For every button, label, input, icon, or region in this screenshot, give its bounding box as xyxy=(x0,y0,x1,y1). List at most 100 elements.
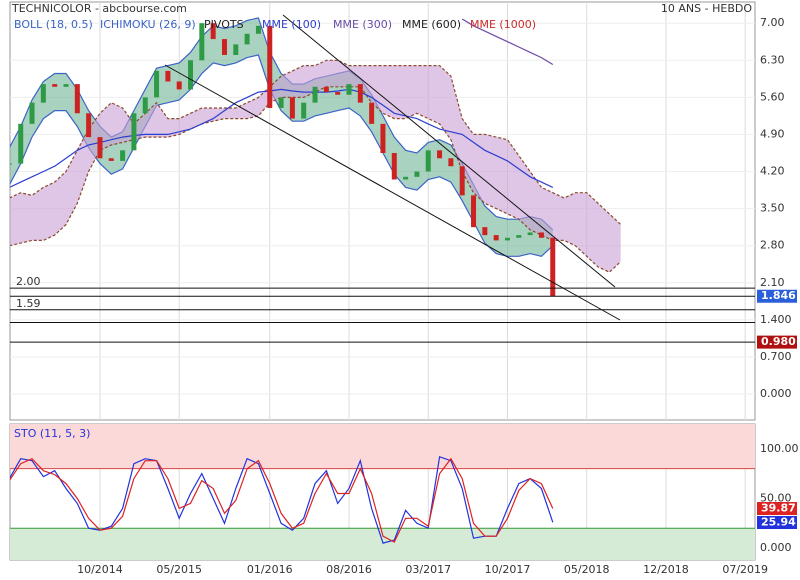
value-badge-label: 39.87 xyxy=(761,502,796,515)
candle xyxy=(10,163,12,165)
candle xyxy=(210,23,216,40)
y-tick-label: 0.000 xyxy=(760,541,792,554)
candle xyxy=(278,97,284,108)
candle xyxy=(380,123,386,153)
band-edge xyxy=(10,54,554,257)
candle xyxy=(425,150,431,172)
y-tick-label: 4.20 xyxy=(760,165,785,178)
candle xyxy=(312,86,318,103)
candle xyxy=(538,232,544,238)
x-tick-label: 10/2017 xyxy=(485,563,531,576)
band-edge xyxy=(10,86,622,273)
y-tick-label: 1.400 xyxy=(760,313,792,326)
candle xyxy=(244,33,250,45)
legend-entry: MME (300) xyxy=(333,18,392,31)
candle xyxy=(86,113,92,138)
y-tick-label: 50.00 xyxy=(760,491,792,504)
overlay: 10/2014 05/2015 01/2016 08/2016 03/2017 10/20… xyxy=(10,16,799,576)
y-tick-label: 0.700 xyxy=(760,350,792,363)
oscillator-plot xyxy=(10,424,755,560)
candle xyxy=(199,23,205,61)
candle xyxy=(97,137,103,159)
y-tick-label: 7.00 xyxy=(760,16,785,29)
legend-entry: MME (1000) xyxy=(470,18,536,31)
candle xyxy=(131,113,137,151)
x-tick-label: 05/2018 xyxy=(564,563,610,576)
candle xyxy=(437,150,443,159)
candle xyxy=(120,150,126,161)
chart-subtitle: 10 ANS - HEBDO xyxy=(661,2,752,15)
y-tick-label: 3.50 xyxy=(760,202,785,215)
candle xyxy=(142,97,148,114)
x-tick-label: 07/2019 xyxy=(722,563,768,576)
level-badge xyxy=(757,335,797,349)
candle xyxy=(188,60,194,90)
x-tick-label: 01/2016 xyxy=(247,563,293,576)
level-badge-label: 0.980 xyxy=(761,335,796,348)
candle xyxy=(414,171,420,177)
candle xyxy=(176,81,182,90)
candle xyxy=(255,25,261,34)
trend-lines xyxy=(164,14,621,321)
candle xyxy=(154,70,160,98)
y-tick-label: 100.00 xyxy=(760,442,799,455)
x-tick-label: 03/2017 xyxy=(405,563,451,576)
chart-title: TECHNICOLOR - abcbourse.com xyxy=(11,2,187,15)
candle xyxy=(165,70,171,82)
trend-line xyxy=(164,64,621,321)
y-tick-label: 5.60 xyxy=(760,90,785,103)
level-label: 1.59 xyxy=(16,297,41,310)
x-tick-label: 10/2014 xyxy=(77,563,123,576)
candle xyxy=(471,195,477,228)
candle xyxy=(482,227,488,236)
candle xyxy=(391,152,397,180)
legend-entry: ICHIMOKU (26, 9) xyxy=(100,18,196,31)
oscillator-title: STO (11, 5, 3) xyxy=(14,427,90,440)
candle xyxy=(301,102,307,119)
candle xyxy=(403,176,409,180)
band-fill xyxy=(10,60,621,273)
value-badge xyxy=(757,516,797,530)
candle xyxy=(323,86,329,93)
y-tick-label: 4.90 xyxy=(760,127,785,140)
candle xyxy=(289,97,295,119)
y-tick-label: 6.30 xyxy=(760,53,785,66)
legend-entry: MME (600) xyxy=(402,18,461,31)
level-label: 2.00 xyxy=(16,275,41,288)
candle xyxy=(108,158,114,161)
x-tick-label: 05/2015 xyxy=(156,563,202,576)
candle xyxy=(335,92,341,95)
level-badge xyxy=(757,289,797,303)
value-badge-label: 25.94 xyxy=(761,516,796,529)
trend-line xyxy=(282,14,616,288)
x-tick-label: 12/2018 xyxy=(643,563,689,576)
value-badge xyxy=(757,502,797,516)
candle xyxy=(52,84,58,87)
candle xyxy=(346,84,352,95)
candle xyxy=(221,39,227,55)
candle xyxy=(29,102,35,124)
legend-entry: MME (100) xyxy=(262,18,321,31)
candle xyxy=(74,84,80,114)
candle xyxy=(550,237,556,297)
y-tick-label: 0.000 xyxy=(760,387,792,400)
candle xyxy=(448,158,454,167)
candle xyxy=(63,84,69,87)
candle xyxy=(459,166,465,196)
candle xyxy=(504,237,510,241)
candle xyxy=(357,84,363,103)
y-tick-label: 2.10 xyxy=(760,276,785,289)
candle xyxy=(18,123,24,164)
y-tick-label: 2.80 xyxy=(760,239,785,252)
candle xyxy=(493,235,499,241)
candle xyxy=(516,235,522,238)
candle xyxy=(267,25,273,108)
candle xyxy=(369,102,375,124)
overbought-zone xyxy=(10,424,755,469)
legend-entry: PIVOTS xyxy=(204,18,244,31)
price-plot xyxy=(10,2,755,420)
x-tick-label: 08/2016 xyxy=(326,563,372,576)
moving-average xyxy=(461,18,554,66)
oscillator-line xyxy=(10,457,554,543)
